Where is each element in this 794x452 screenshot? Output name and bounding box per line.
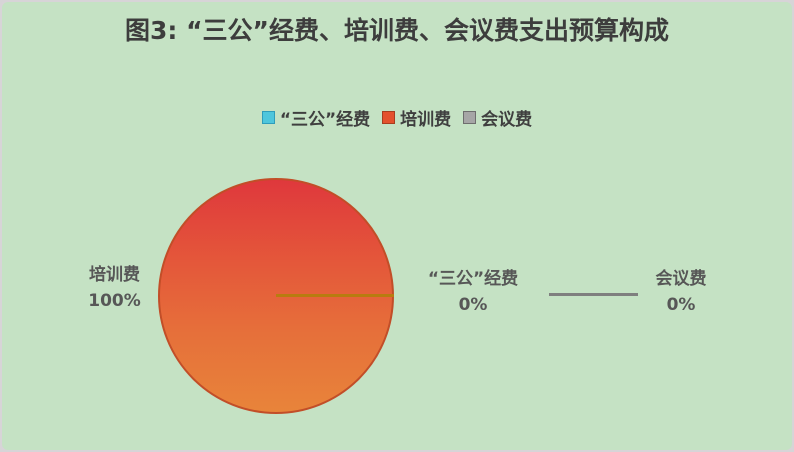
legend-swatch-meeting-icon — [463, 111, 477, 124]
legend-label-training: 培训费 — [400, 110, 452, 130]
data-label-sangong-name: “三公”经费 — [427, 269, 519, 289]
legend-item-training[interactable]: 培训费 — [382, 105, 451, 130]
label-leader-line — [549, 293, 638, 296]
data-label-meeting-pct: 0% — [666, 295, 696, 315]
data-label-training-name: 培训费 — [89, 265, 140, 285]
legend-label-sangong: “三公”经费 — [279, 110, 371, 130]
data-label-sangong-pct: 0% — [458, 295, 488, 315]
legend: “三公”经费 培训费 会议费 — [2, 105, 792, 130]
data-label-sangong: “三公”经费 0% — [393, 266, 553, 318]
data-label-meeting-name: 会议费 — [655, 269, 707, 289]
legend-label-meeting: 会议费 — [481, 110, 533, 130]
pie-slice-boundary-line — [276, 294, 394, 297]
data-label-training-pct: 100% — [88, 291, 141, 311]
chart-title: 图3: “三公”经费、培训费、会议费支出预算构成 — [125, 16, 669, 45]
data-label-training: 培训费 100% — [37, 262, 192, 314]
data-label-meeting: 会议费 0% — [601, 266, 761, 318]
legend-swatch-sangong-icon — [261, 111, 275, 124]
legend-item-meeting[interactable]: 会议费 — [463, 105, 532, 130]
legend-item-sangong[interactable]: “三公”经费 — [261, 105, 371, 130]
legend-swatch-training-icon — [382, 111, 396, 124]
